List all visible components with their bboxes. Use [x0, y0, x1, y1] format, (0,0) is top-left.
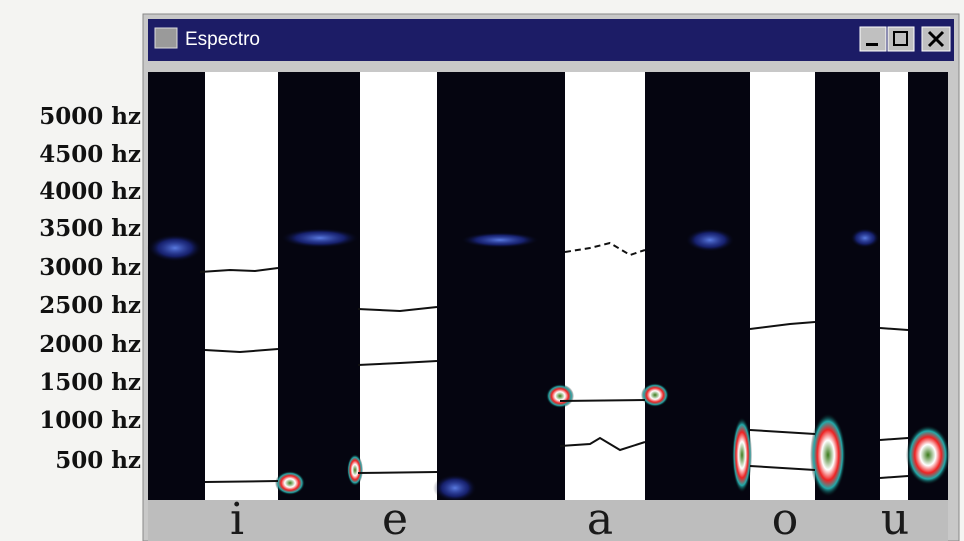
energy-blob — [906, 425, 950, 485]
window-title: Espectro — [185, 29, 260, 50]
axis-label: 4500 hz — [39, 141, 141, 168]
label-strip — [148, 500, 948, 541]
energy-blob — [460, 232, 540, 248]
energy-blob — [810, 413, 846, 497]
maximize-button[interactable] — [888, 27, 914, 51]
axis-label: 5000 hz — [39, 103, 141, 130]
formant-line — [205, 481, 278, 482]
axis-label: 3500 hz — [39, 215, 141, 242]
minimize-button[interactable] — [860, 27, 886, 51]
axis-label: 4000 hz — [39, 178, 141, 205]
axis-label: 2500 hz — [39, 292, 141, 319]
segment-gap — [750, 72, 815, 500]
formant-line — [560, 400, 645, 401]
energy-blob — [347, 454, 363, 486]
page: Espectro — [0, 0, 964, 541]
energy-blob — [732, 417, 752, 493]
segment-gap — [880, 72, 908, 500]
energy-blob — [433, 474, 477, 502]
axis-label: 1500 hz — [39, 369, 141, 396]
spectrogram — [147, 72, 950, 502]
screenshot: Espectro — [0, 0, 964, 541]
axis-label: 2000 hz — [39, 331, 141, 358]
energy-blob — [147, 234, 203, 262]
energy-blob — [280, 228, 360, 248]
axis-label: 3000 hz — [39, 254, 141, 281]
energy-blob — [546, 384, 574, 408]
energy-blob — [850, 228, 880, 248]
axis-label: 1000 hz — [39, 407, 141, 434]
title-bar — [148, 19, 954, 61]
segment-gap — [205, 72, 278, 500]
formant-line — [358, 472, 437, 473]
segment-gap — [565, 72, 645, 500]
vowel-label: i — [230, 494, 244, 541]
segment-gap — [360, 72, 437, 500]
vowel-label: u — [881, 494, 909, 541]
window-icon — [155, 28, 177, 48]
vowel-label: e — [382, 494, 408, 541]
vowel-label: a — [587, 494, 613, 541]
energy-blob — [685, 228, 735, 252]
axis-label: 500 hz — [55, 447, 141, 474]
vowel-label: o — [772, 494, 799, 541]
minimize-icon — [866, 43, 878, 46]
energy-blob — [641, 383, 669, 407]
energy-blob — [275, 471, 305, 495]
